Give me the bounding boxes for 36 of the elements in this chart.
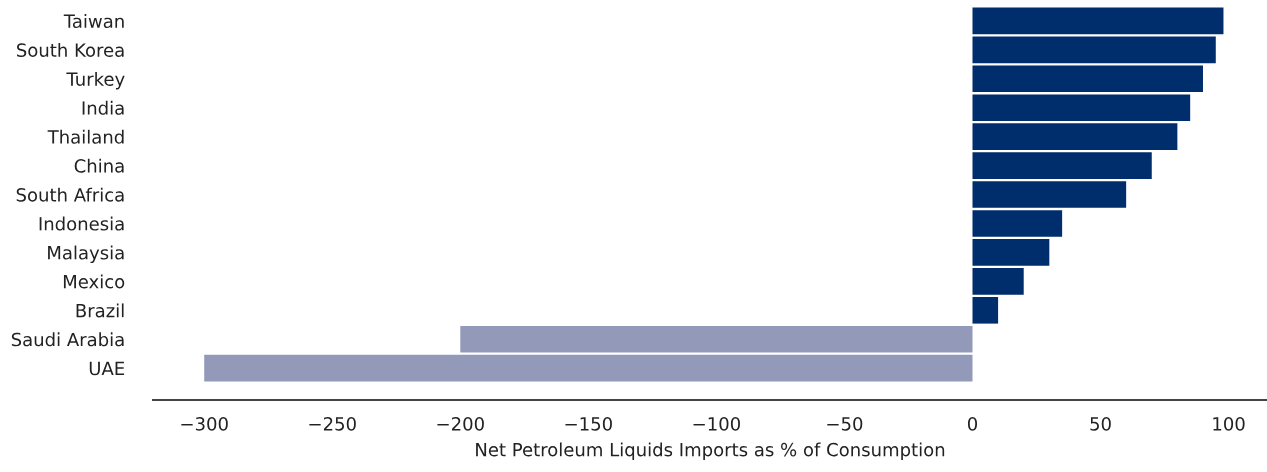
bar [972,94,1191,122]
bar [972,239,1050,266]
bar [972,36,1216,64]
y-tick-label: Brazil [76,303,124,318]
bar [460,325,973,353]
y-tick-label: UAE [89,361,125,376]
y-tick-label: India [82,100,124,115]
x-tick-label: −100 [693,416,740,431]
x-tick-label: −50 [827,416,863,431]
y-tick-label: Saudi Arabia [11,332,124,347]
bar [972,65,1203,93]
y-tick-label: Malaysia [48,245,124,264]
y-tick-label: Mexico [63,274,125,289]
bar [972,7,1224,35]
x-tick-label: −250 [309,416,356,431]
x-tick-label: 100 [1213,416,1245,431]
y-tick-label: South Korea [17,42,124,57]
y-tick-label: China [74,158,124,173]
bar [972,123,1178,150]
x-tick-label: −200 [437,416,484,431]
y-tick-label: Thailand [47,129,124,144]
bar [972,268,1024,295]
bar [204,354,973,382]
x-axis-title: Net Petroleum Liquids Imports as % of Consumption [476,442,945,460]
bar [972,210,1063,237]
bar [972,181,1127,208]
y-tick-label: South Africa [16,187,124,202]
x-tick-label: 0 [967,416,978,431]
x-tick-label: 50 [1090,416,1111,431]
y-tick-label: Turkey [66,71,125,90]
y-tick-label: Taiwan [63,14,124,29]
x-tick-label: −150 [565,416,612,431]
bar [972,152,1152,179]
bar [972,296,999,324]
x-tick-label: −300 [181,416,228,431]
y-tick-label: Indonesia [39,216,124,231]
